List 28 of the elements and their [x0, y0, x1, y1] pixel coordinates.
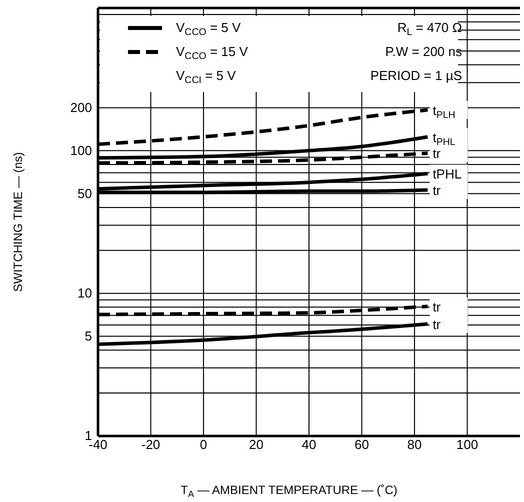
y-tick-label: 50: [78, 186, 92, 201]
annotation: V$_{CCO}$ = 5 V: [176, 20, 241, 38]
y-tick-label: 100: [70, 142, 92, 158]
x-tick-label: 80: [407, 437, 422, 452]
x-tick-label: 100: [456, 437, 478, 452]
x-tick-label: -20: [141, 437, 160, 452]
annotation: R$_{L}$ = 470 Ω: [397, 20, 462, 38]
x-tick-label: 40: [302, 437, 316, 452]
annotation: V$_{CCI}$ = 5 V: [176, 68, 236, 86]
x-tick-label: 60: [354, 437, 369, 452]
x-axis-title: T$_{A}$ — AMBIENT TEMPERATURE — (˚C): [180, 483, 398, 499]
series-label: tr: [432, 316, 442, 332]
series-label: tr: [432, 146, 442, 162]
annotation: V$_{CCO}$ = 15 V: [176, 44, 248, 62]
y-tick-label: 200: [70, 100, 92, 115]
x-tick-label: 20: [249, 437, 264, 452]
series-label: t$_{PLH}$: [432, 102, 456, 121]
series-label: t$_{PHL}$: [432, 130, 456, 148]
y-tick-label: 10: [78, 285, 92, 300]
series-label: tPHL: [432, 166, 462, 182]
series-label: tr: [432, 183, 442, 198]
series-label: tr: [432, 299, 442, 314]
annotation: P.W = 200 ns: [385, 44, 462, 59]
y-tick-label: 5: [84, 328, 92, 344]
y-axis-title: SWITCHING TIME — (ns): [11, 152, 25, 292]
annotation: PERIOD = 1 µS: [370, 68, 462, 83]
y-tick-label: 1: [84, 428, 92, 444]
x-tick-label: 0: [200, 437, 208, 452]
